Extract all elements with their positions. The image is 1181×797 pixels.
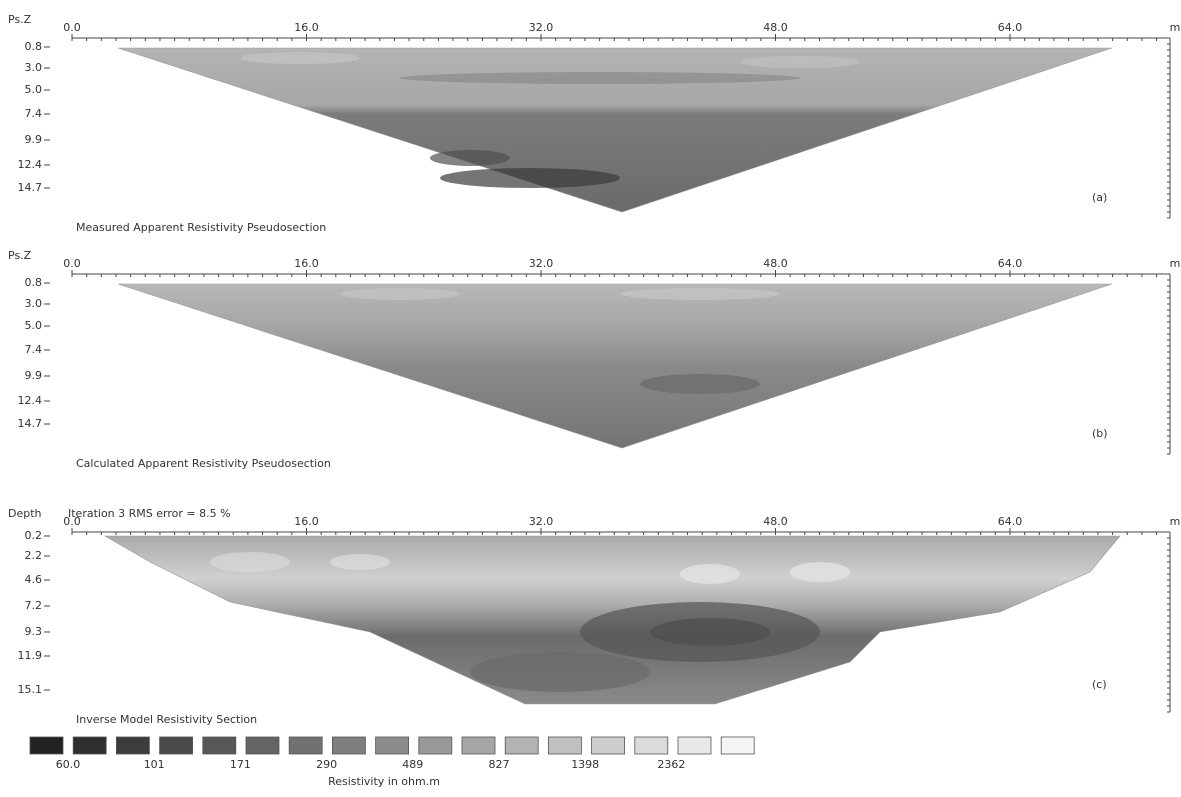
section bbox=[117, 283, 1113, 449]
x-tick-label: 16.0 bbox=[294, 21, 319, 34]
depth-tick-label: 12.4 bbox=[18, 158, 43, 171]
x-tick-label: 64.0 bbox=[998, 21, 1023, 34]
section bbox=[117, 47, 1113, 213]
note: Iteration 3 RMS error = 8.5 % bbox=[68, 507, 231, 520]
legend-title: Resistivity in ohm.m bbox=[328, 775, 440, 788]
texture bbox=[240, 52, 360, 64]
depth-tick-label: 0.8 bbox=[25, 276, 43, 289]
texture bbox=[430, 150, 510, 166]
depth-tick-label: 3.0 bbox=[25, 61, 43, 74]
legend-swatch bbox=[677, 736, 712, 755]
legend-label: 827 bbox=[489, 758, 510, 771]
x-tick-label: 64.0 bbox=[998, 515, 1023, 528]
axis-label: Ps.Z bbox=[8, 13, 32, 26]
depth-tick-label: 5.0 bbox=[25, 83, 43, 96]
texture bbox=[680, 564, 740, 584]
depth-tick-label: 2.2 bbox=[25, 549, 43, 562]
x-tick-label: 48.0 bbox=[763, 257, 788, 270]
texture bbox=[330, 554, 390, 570]
panel: Depth Iteration 3 RMS error = 8.5 %0.0 16.… bbox=[8, 507, 1180, 726]
legend-swatch bbox=[548, 736, 582, 755]
legend-label: 60.0 bbox=[56, 758, 81, 771]
axis-label: Ps.Z bbox=[8, 249, 32, 262]
caption: Inverse Model Resistivity Section bbox=[76, 713, 257, 726]
depth-tick-label: 4.6 bbox=[25, 573, 43, 586]
legend-swatch bbox=[504, 736, 539, 755]
legend-swatch bbox=[375, 736, 410, 755]
depth-tick-label: 9.9 bbox=[25, 369, 43, 382]
depth-tick-label: 12.4 bbox=[18, 394, 43, 407]
x-tick-label: 32.0 bbox=[529, 257, 554, 270]
x-tick-label: 16.0 bbox=[294, 515, 319, 528]
legend-label: 101 bbox=[144, 758, 165, 771]
panel: Ps.Z 0.0 16.0 32.0 48.0 64.0 m 0.8 3.0 5.0 7.4 9.9 1… bbox=[8, 13, 1180, 234]
legend-swatch bbox=[418, 736, 453, 755]
x-tick-label: 0.0 bbox=[63, 257, 81, 270]
legend-label: 2362 bbox=[657, 758, 685, 771]
depth-tick-label: 3.0 bbox=[25, 297, 43, 310]
x-tick-label: 48.0 bbox=[763, 21, 788, 34]
texture bbox=[440, 168, 620, 188]
legend-swatch bbox=[72, 736, 107, 755]
texture bbox=[580, 602, 820, 662]
depth-tick-label: 0.8 bbox=[25, 40, 43, 53]
legend-label: 171 bbox=[230, 758, 251, 771]
texture bbox=[400, 72, 800, 84]
depth-tick-label: 0.2 bbox=[25, 529, 43, 542]
x-tick-label: 48.0 bbox=[763, 515, 788, 528]
panel-tag: (b) bbox=[1092, 427, 1108, 440]
panel-tag: (a) bbox=[1092, 191, 1107, 204]
legend-swatch bbox=[245, 736, 280, 755]
depth-tick-label: 5.0 bbox=[25, 319, 43, 332]
caption: Measured Apparent Resistivity Pseudosect… bbox=[76, 221, 326, 234]
legend-swatch bbox=[116, 736, 150, 755]
depth-tick-label: 14.7 bbox=[18, 417, 43, 430]
x-tick-label: 0.0 bbox=[63, 21, 81, 34]
depth-tick-label: 9.9 bbox=[25, 133, 43, 146]
texture bbox=[640, 374, 760, 394]
texture bbox=[740, 56, 860, 68]
texture bbox=[790, 562, 850, 582]
x-tick-label: 16.0 bbox=[294, 257, 319, 270]
panel-tag: (c) bbox=[1092, 678, 1107, 691]
depth-tick-label: 7.4 bbox=[25, 343, 43, 356]
x-tick-label: 64.0 bbox=[998, 257, 1023, 270]
depth-tick-label: 11.9 bbox=[18, 649, 43, 662]
texture bbox=[340, 288, 460, 300]
axis-label: Depth bbox=[8, 507, 42, 520]
depth-tick-label: 7.4 bbox=[25, 107, 43, 120]
depth-tick-label: 15.1 bbox=[18, 683, 43, 696]
x-tick-label: 32.0 bbox=[529, 515, 554, 528]
legend-swatch bbox=[720, 736, 755, 755]
legend-swatch bbox=[331, 736, 366, 755]
panel: Ps.Z 0.0 16.0 32.0 48.0 64.0 m 0.8 3.0 5.0 7.4 9.9 1… bbox=[8, 249, 1180, 470]
texture bbox=[620, 288, 780, 300]
legend-label: 290 bbox=[316, 758, 337, 771]
depth-tick-label: 7.2 bbox=[25, 599, 43, 612]
legend-swatch bbox=[461, 736, 496, 755]
x-tick-label: 0.0 bbox=[63, 515, 81, 528]
legend-swatch bbox=[159, 736, 194, 755]
texture bbox=[470, 652, 650, 692]
legend-swatch bbox=[288, 736, 323, 755]
x-unit: m bbox=[1170, 21, 1181, 34]
legend-swatch bbox=[29, 736, 64, 755]
legend-swatch bbox=[591, 736, 625, 755]
depth-tick-label: 9.3 bbox=[25, 625, 43, 638]
x-tick-label: 32.0 bbox=[529, 21, 554, 34]
depth-tick-label: 14.7 bbox=[18, 181, 43, 194]
legend-swatch bbox=[634, 736, 669, 755]
legend-label: 489 bbox=[402, 758, 423, 771]
legend-label: 1398 bbox=[571, 758, 599, 771]
x-unit: m bbox=[1170, 257, 1181, 270]
texture bbox=[210, 552, 290, 572]
x-unit: m bbox=[1170, 515, 1181, 528]
caption: Calculated Apparent Resistivity Pseudose… bbox=[76, 457, 331, 470]
legend-swatch bbox=[202, 736, 237, 755]
